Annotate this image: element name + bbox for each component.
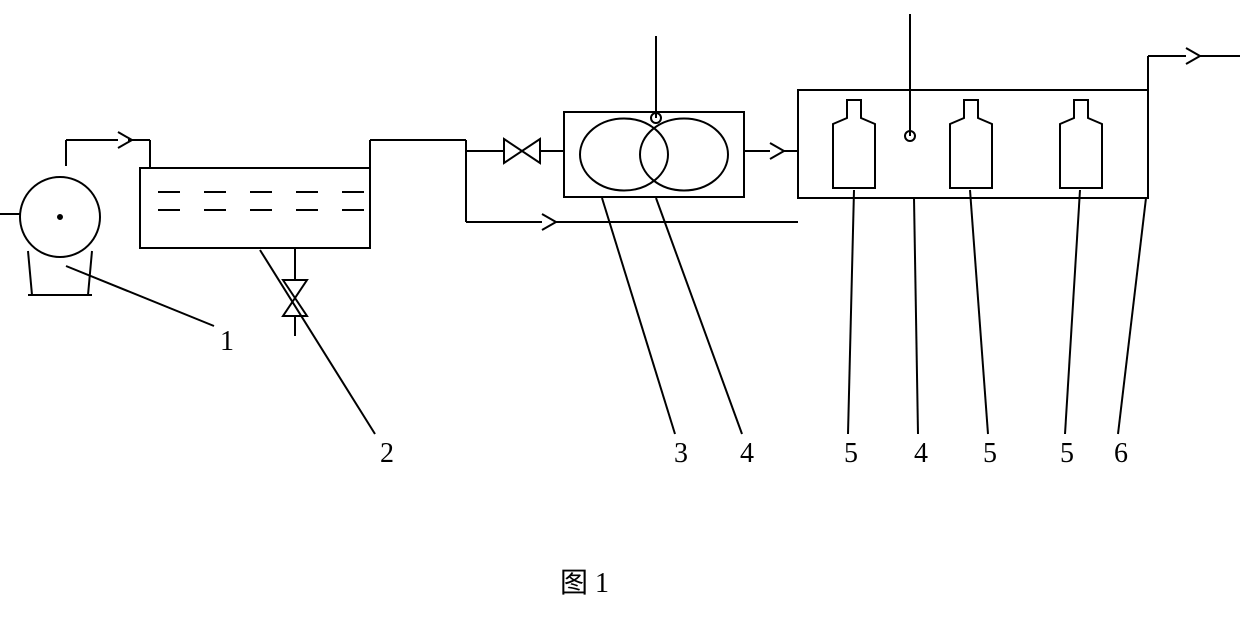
diagram-label: 2	[380, 438, 394, 470]
diagram-label: 5	[983, 438, 997, 470]
diagram-label: 5	[1060, 438, 1074, 470]
diagram-label: 6	[1114, 438, 1128, 470]
diagram-label: 1	[220, 326, 234, 358]
diagram-label: 4	[914, 438, 928, 470]
figure-caption: 图 1	[560, 561, 609, 601]
diagram-label: 5	[844, 438, 858, 470]
diagram-label: 4	[740, 438, 754, 470]
diagram-label: 3	[674, 438, 688, 470]
